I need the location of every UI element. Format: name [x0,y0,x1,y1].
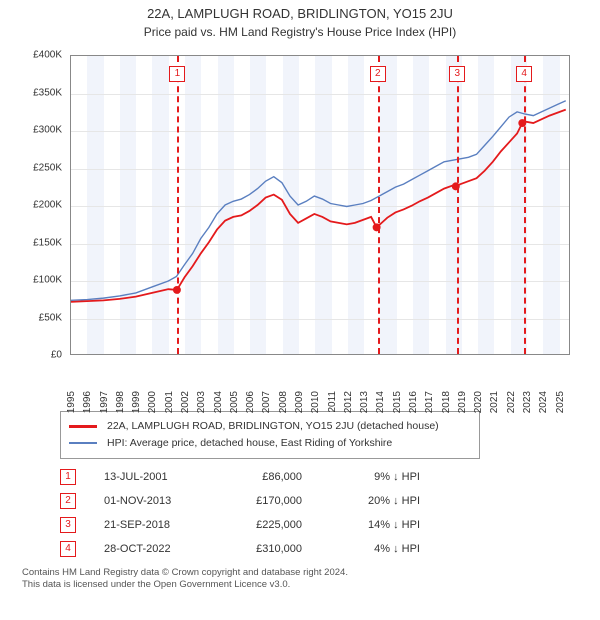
event-line [524,56,526,354]
event-row-badge: 3 [60,517,76,533]
event-row: 4 28-OCT-2022 £310,000 4% ↓ HPI [60,537,600,561]
footer-line-1: Contains HM Land Registry data © Crown c… [22,567,600,580]
event-row-diff: 14% ↓ HPI [330,519,420,531]
y-tick-label: £400K [33,50,62,61]
y-tick-label: £250K [33,162,62,173]
x-tick-label: 1998 [115,391,126,413]
x-tick-label: 2006 [245,391,256,413]
x-tick-label: 2003 [196,391,207,413]
x-tick-label: 2001 [164,391,175,413]
y-tick-label: £300K [33,125,62,136]
event-badge: 2 [370,66,386,82]
event-row-price: £310,000 [232,543,302,555]
footer-line-2: This data is licensed under the Open Gov… [22,579,600,592]
y-axis: £0£50K£100K£150K£200K£250K£300K£350K£400… [20,55,66,355]
x-tick-label: 2009 [294,391,305,413]
chart-title: 22A, LAMPLUGH ROAD, BRIDLINGTON, YO15 2J… [0,6,600,21]
x-tick-label: 2023 [522,391,533,413]
x-tick-label: 2008 [278,391,289,413]
x-tick-label: 2021 [489,391,500,413]
x-tick-label: 2012 [343,391,354,413]
x-axis: 1995199619971998199920002001200220032004… [70,357,570,407]
event-row-date: 13-JUL-2001 [104,471,204,483]
y-tick-label: £100K [33,275,62,286]
x-tick-label: 2007 [261,391,272,413]
x-tick-label: 2018 [441,391,452,413]
event-badge: 3 [449,66,465,82]
event-badge: 1 [169,66,185,82]
x-tick-label: 1995 [66,391,77,413]
event-row-diff: 20% ↓ HPI [330,495,420,507]
x-tick-label: 2011 [327,391,338,413]
event-row-diff: 4% ↓ HPI [330,543,420,555]
x-tick-label: 2002 [180,391,191,413]
event-row-date: 01-NOV-2013 [104,495,204,507]
event-row-diff: 9% ↓ HPI [330,471,420,483]
chart-subtitle: Price paid vs. HM Land Registry's House … [0,25,600,39]
event-row: 3 21-SEP-2018 £225,000 14% ↓ HPI [60,513,600,537]
legend-entry-hpi: HPI: Average price, detached house, East… [69,435,471,452]
x-tick-label: 2005 [229,391,240,413]
event-row-date: 28-OCT-2022 [104,543,204,555]
x-tick-label: 2025 [555,391,566,413]
event-row-badge: 2 [60,493,76,509]
x-tick-label: 2014 [375,391,386,413]
x-tick-label: 2015 [392,391,403,413]
chart-svg [71,56,569,354]
legend-swatch-price [69,425,97,428]
event-row-badge: 4 [60,541,76,557]
x-tick-label: 2022 [506,391,517,413]
y-tick-label: £200K [33,200,62,211]
y-tick-label: £350K [33,87,62,98]
legend-entry-price: 22A, LAMPLUGH ROAD, BRIDLINGTON, YO15 2J… [69,418,471,435]
title-block: 22A, LAMPLUGH ROAD, BRIDLINGTON, YO15 2J… [0,0,600,41]
plot-area: 1 2 3 4 [70,55,570,355]
event-table: 1 13-JUL-2001 £86,000 9% ↓ HPI 2 01-NOV-2013 £… [60,465,600,561]
x-tick-label: 1997 [99,391,110,413]
x-tick-label: 2013 [359,391,370,413]
x-tick-label: 1999 [131,391,142,413]
y-tick-label: £150K [33,237,62,248]
event-row: 2 01-NOV-2013 £170,000 20% ↓ HPI [60,489,600,513]
y-tick-label: £0 [51,350,62,361]
event-line [457,56,459,354]
event-row-price: £225,000 [232,519,302,531]
event-row-price: £170,000 [232,495,302,507]
legend-swatch-hpi [69,442,97,444]
x-tick-label: 2016 [408,391,419,413]
x-tick-label: 1996 [82,391,93,413]
x-tick-label: 2010 [310,391,321,413]
event-row: 1 13-JUL-2001 £86,000 9% ↓ HPI [60,465,600,489]
event-badge: 4 [516,66,532,82]
event-row-date: 21-SEP-2018 [104,519,204,531]
y-tick-label: £50K [39,312,62,323]
x-tick-label: 2000 [147,391,158,413]
event-row-badge: 1 [60,469,76,485]
event-line [378,56,380,354]
event-row-price: £86,000 [232,471,302,483]
x-tick-label: 2019 [457,391,468,413]
x-tick-label: 2024 [538,391,549,413]
chart-container: £0 £50K £100K £150K £200K £250K £300K £350K £400… [20,47,580,407]
legend-label-hpi: HPI: Average price, detached house, East… [107,435,392,452]
legend-box: 22A, LAMPLUGH ROAD, BRIDLINGTON, YO15 2J… [60,411,480,459]
x-tick-label: 2017 [424,391,435,413]
legend-label-price: 22A, LAMPLUGH ROAD, BRIDLINGTON, YO15 2J… [107,418,439,435]
x-tick-label: 2004 [213,391,224,413]
x-tick-label: 2020 [473,391,484,413]
attribution-footer: Contains HM Land Registry data © Crown c… [22,567,600,593]
hpi-line [71,101,566,301]
event-line [177,56,179,354]
